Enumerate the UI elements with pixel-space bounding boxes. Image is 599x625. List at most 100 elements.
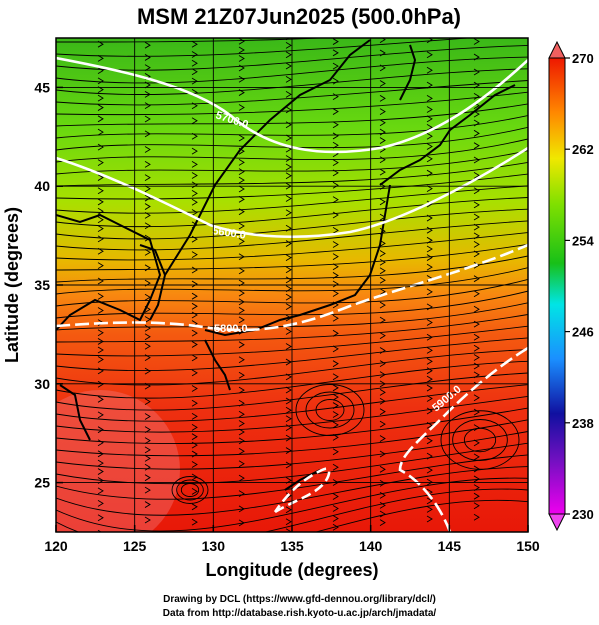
flow-arrow: [379, 267, 386, 275]
flow-arrow: [192, 533, 197, 539]
flow-arrow: [473, 110, 480, 118]
flow-arrow: [379, 316, 386, 324]
flow-arrow: [97, 143, 104, 151]
flow-arrow: [426, 303, 433, 311]
flow-arrow: [379, 276, 386, 284]
flow-arrow: [332, 272, 339, 279]
flow-arrow: [285, 518, 292, 526]
flow-arrow: [426, 437, 433, 445]
flow-arrow: [285, 415, 292, 423]
flow-arrow: [285, 285, 292, 293]
flow-arrow: [332, 211, 339, 219]
colorbar-tick-label: 246: [572, 325, 594, 340]
flow-arrow: [473, 142, 480, 150]
flow-arrow: [332, 108, 339, 115]
flow-arrow: [426, 395, 433, 402]
flow-arrow: [144, 90, 151, 98]
flow-arrow: [97, 426, 104, 434]
flow-arrow: [144, 342, 151, 350]
flow-arrow: [238, 158, 245, 166]
lat-lon-grid: [56, 38, 528, 532]
contour-label: 5800.0: [214, 323, 248, 335]
flow-arrow: [426, 132, 433, 140]
flow-arrow: [426, 466, 433, 474]
flow-arrow: [285, 51, 292, 59]
streamline: [56, 290, 528, 319]
flow-arrow: [285, 121, 292, 129]
flow-arrow: [191, 302, 198, 310]
flow-arrow: [379, 360, 386, 367]
flow-arrow: [144, 64, 151, 72]
flow-arrow: [379, 94, 386, 102]
flow-arrow: [191, 59, 198, 67]
flow-arrow: [332, 263, 339, 271]
height-contours: [56, 56, 528, 532]
flow-arrow: [191, 441, 198, 449]
flow-arrow: [191, 117, 198, 125]
flow-arrow: [473, 38, 480, 45]
flow-arrow: [191, 473, 198, 481]
flow-arrow: [285, 90, 292, 98]
flow-arrow: [332, 121, 339, 129]
flow-arrow: [191, 433, 198, 441]
flow-arrow: [473, 240, 480, 248]
flow-arrow: [191, 450, 198, 458]
flow-arrow: [332, 93, 339, 101]
flow-arrow: [379, 250, 386, 257]
flow-arrow: [379, 168, 386, 176]
flow-arrow: [426, 51, 433, 59]
contour-5900-west: [273, 467, 331, 514]
colorbar-top-arrow: [548, 40, 566, 59]
flow-arrow: [285, 386, 292, 394]
flow-arrow: [238, 64, 245, 72]
flow-arrow: [238, 168, 245, 176]
flow-arrow: [332, 253, 339, 260]
flow-arrow: [473, 250, 480, 258]
flow-arrow: [473, 129, 480, 137]
flow-arrow: [285, 38, 290, 41]
flow-arrow: [97, 307, 104, 314]
flow-arrow: [238, 55, 245, 62]
flow-arrow: [97, 499, 104, 507]
flow-arrow: [97, 207, 104, 215]
chart-title: MSM 21Z07Jun2025 (500.0hPa): [137, 4, 461, 29]
colorbar-bottom-arrow: [548, 513, 566, 532]
flow-arrow: [426, 421, 433, 429]
flow-arrow: [238, 428, 245, 436]
flow-arrow: [473, 305, 480, 313]
flow-arrow: [426, 515, 433, 523]
circulation-eddy: [171, 476, 209, 504]
flow-arrow: [285, 134, 292, 142]
flow-arrow: [379, 49, 386, 57]
flow-arrow: [426, 375, 433, 383]
streamline: [56, 488, 528, 532]
flow-arrow: [379, 108, 386, 115]
flow-arrow: [191, 198, 198, 206]
flow-arrow: [379, 397, 386, 405]
flow-arrow: [473, 172, 480, 179]
flow-arrow: [285, 276, 292, 284]
flow-arrow: [97, 247, 104, 255]
flow-arrow: [238, 89, 245, 96]
flow-arrow: [238, 399, 245, 407]
flow-arrow: [238, 75, 245, 83]
y-tick-label: 25: [34, 475, 50, 491]
flow-arrow: [379, 465, 386, 473]
flow-arrow: [238, 316, 245, 324]
flow-arrow: [285, 406, 292, 414]
flow-arrow: [426, 407, 433, 415]
warm-core-patch: [56, 390, 180, 532]
flow-arrow: [144, 248, 151, 256]
x-tick-label: 125: [123, 538, 147, 554]
flow-arrow: [332, 393, 339, 401]
flow-arrow: [473, 68, 480, 76]
flow-arrow: [426, 367, 433, 375]
flow-arrow: [238, 460, 245, 468]
flow-arrow: [379, 240, 386, 247]
flow-arrow: [426, 497, 433, 505]
flow-arrow: [144, 398, 151, 406]
flow-arrow: [238, 437, 245, 445]
streamline: [56, 80, 528, 106]
flow-arrow: [144, 474, 151, 482]
